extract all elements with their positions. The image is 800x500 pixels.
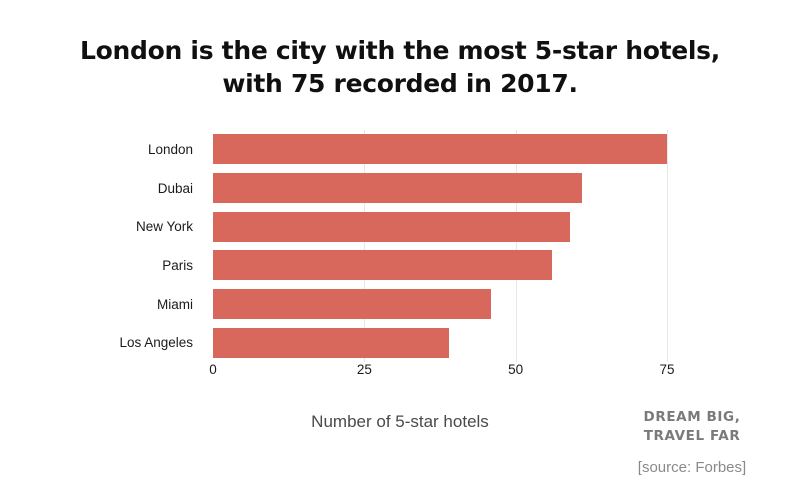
xtick-label: 0 xyxy=(209,362,217,377)
bar-row xyxy=(213,207,667,246)
bar-miami[interactable] xyxy=(213,289,492,320)
title-line-1: London is the city with the most 5-star … xyxy=(80,36,720,65)
brand-mark: DREAM BIG, TRAVEL FAR xyxy=(602,408,782,446)
bar-new-york[interactable] xyxy=(213,211,571,242)
bar-paris[interactable] xyxy=(213,250,552,281)
bar-row xyxy=(213,285,667,324)
xtick-label: 75 xyxy=(659,362,675,377)
xtick-label: 50 xyxy=(508,362,524,377)
category-label: New York xyxy=(135,219,193,235)
bar-row xyxy=(213,169,667,208)
bar-london[interactable] xyxy=(213,134,667,165)
bar-row xyxy=(213,246,667,285)
x-axis-title: Number of 5-star hotels xyxy=(311,412,489,431)
bar-row xyxy=(213,130,667,169)
category-label: Miami xyxy=(157,296,193,312)
gridline xyxy=(667,130,668,362)
category-axis-labels: London Dubai New York Paris Miami Los An… xyxy=(60,130,205,362)
bar-row xyxy=(213,323,667,362)
category-label: Paris xyxy=(162,257,193,273)
value-axis: 0 25 50 75 xyxy=(209,362,674,382)
title-line-2: with 75 recorded in 2017. xyxy=(222,69,578,98)
bar-los-angeles[interactable] xyxy=(213,327,450,358)
bar-series xyxy=(213,130,667,362)
bars-container xyxy=(213,130,668,362)
plot-area: London Dubai New York Paris Miami Los An… xyxy=(0,130,800,378)
category-label: Los Angeles xyxy=(119,335,193,351)
category-label: Dubai xyxy=(157,180,193,196)
xtick-label: 25 xyxy=(356,362,372,377)
brand-line-1: DREAM BIG, xyxy=(643,409,741,425)
bar-dubai[interactable] xyxy=(213,173,583,203)
page-title: London is the city with the most 5-star … xyxy=(60,34,740,100)
brand-line-2: TRAVEL FAR xyxy=(643,428,741,444)
category-label: London xyxy=(147,141,193,157)
source-note: [source: Forbes] xyxy=(637,459,747,476)
